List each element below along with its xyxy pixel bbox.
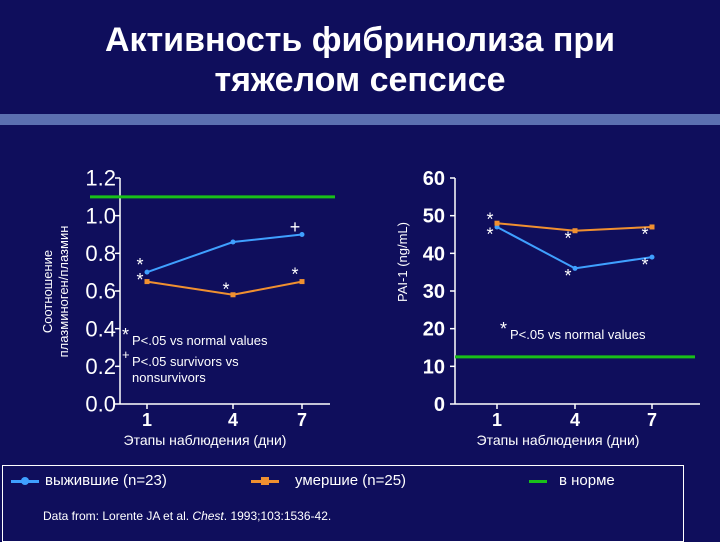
- chart1-note-plus: +: [122, 347, 130, 362]
- chart1-significance-mark: *: [136, 255, 143, 275]
- legend: выжившие (n=23) умершие (n=25) в норме D…: [2, 465, 684, 542]
- title-line-2: тяжелом сепсисе: [214, 61, 506, 99]
- source-suffix: . 1993;103:1536-42.: [223, 509, 332, 523]
- chart2-survivors-point: [572, 265, 578, 271]
- chart1-note-2-line2: nonsurvivors: [132, 370, 206, 385]
- chart1-y-tick-label: 0.8: [85, 241, 116, 266]
- title-separator: [0, 114, 720, 125]
- chart1-y-axis-label-line1: Соотношение: [40, 250, 55, 333]
- chart2-survivors-point: [494, 224, 500, 230]
- chart2-significance-mark: *: [486, 225, 493, 245]
- chart1-note-star: *: [122, 325, 129, 345]
- chart2-y-tick-label: 20: [423, 319, 445, 341]
- chart1-x-axis-label: Этапы наблюдения (дни): [124, 432, 287, 448]
- chart2-nonsurvivors-point: [649, 224, 655, 230]
- legend-nonsurvivors-line: [251, 476, 279, 485]
- chart2-y-tick-label: 50: [423, 206, 445, 228]
- title-line-1: Активность фибринолиза при: [104, 21, 616, 59]
- chart2-note-star: *: [500, 319, 507, 339]
- chart1-x-tick-label: 7: [297, 410, 307, 430]
- chart1-survivors-line: [146, 233, 303, 274]
- chart1-nonsurvivors-point: [144, 279, 150, 285]
- chart1-significance-mark: *: [222, 279, 229, 299]
- chart1-y-tick-label: 1.0: [85, 203, 116, 228]
- chart2-x-axis-label: Этапы наблюдения (дни): [477, 432, 640, 448]
- legend-survivors-line: [11, 476, 39, 485]
- chart2-y-tick-label: 60: [423, 168, 445, 190]
- chart1-nonsurvivors-point: [230, 292, 236, 298]
- chart1-y-tick-label: 0.0: [85, 392, 116, 417]
- legend-nonsurvivors-label: умершие (n=25): [295, 472, 407, 489]
- chart2-note-1: P<.05 vs normal values: [510, 327, 646, 342]
- chart2-significance-mark: *: [641, 225, 648, 245]
- legend-survivors-marker: [21, 476, 29, 485]
- source-journal: Chest: [192, 509, 224, 523]
- chart1-survivors-point: [230, 239, 236, 245]
- chart1-y-tick-label: 0.4: [85, 316, 116, 341]
- slide-title: Активность фибринолиза при тяжелом сепси…: [0, 20, 720, 100]
- chart1-x-tick-label: 4: [228, 410, 238, 430]
- chart2-survivors-point: [649, 254, 655, 260]
- chart2-y-axis-label: PAI-1 (ng/mL): [395, 222, 410, 302]
- chart2-nonsurvivors-point: [572, 228, 578, 234]
- chart2-y-tick-label: 40: [423, 243, 445, 265]
- chart2-y-tick-label: 10: [423, 356, 445, 378]
- chart1-y-tick-label: 0.6: [85, 279, 116, 304]
- chart2-significance-mark: *: [641, 255, 648, 275]
- legend-survivors-label: выжившие (n=23): [45, 472, 167, 489]
- chart2-y-tick-label: 30: [423, 281, 445, 303]
- legend-nonsurvivors-marker: [261, 476, 269, 485]
- legend-survivors: выжившие (n=23): [11, 472, 167, 489]
- source-citation: Data from: Lorente JA et al. Chest. 1993…: [43, 509, 331, 523]
- chart1-y-axis-label-line2: плазминоген/плазмин: [56, 226, 71, 358]
- chart2-significance-mark: *: [564, 266, 571, 286]
- chart1-y-tick-label: 1.2: [85, 166, 116, 191]
- chart1-significance-mark: +: [290, 217, 301, 237]
- chart1-nonsurvivors-point: [299, 279, 305, 285]
- legend-normal-label: в норме: [559, 472, 615, 489]
- chart1-note-1: P<.05 vs normal values: [132, 333, 268, 348]
- chart1-note-2-line1: P<.05 survivors vs: [132, 354, 239, 369]
- chart1-significance-mark: *: [291, 264, 298, 284]
- source-prefix: Data from: Lorente JA et al.: [43, 509, 193, 523]
- chart2-y-tick-label: 0: [434, 394, 445, 416]
- chart2-x-tick-label: 7: [647, 410, 657, 430]
- chart1-significance-mark: *: [136, 270, 143, 290]
- legend-normal-line: [529, 479, 547, 483]
- chart1-y-tick-label: 0.2: [85, 354, 116, 379]
- chart1-survivors-point: [144, 269, 150, 275]
- chart2-x-tick-label: 1: [492, 410, 502, 430]
- chart1-x-tick-label: 1: [142, 410, 152, 430]
- chart2-x-tick-label: 4: [570, 410, 580, 430]
- legend-normal: в норме: [529, 472, 615, 489]
- chart2-significance-mark: *: [486, 210, 493, 230]
- chart2-significance-mark: *: [564, 229, 571, 249]
- legend-nonsurvivors: умершие (n=25): [251, 472, 406, 489]
- chart2-nonsurvivors-point: [494, 220, 500, 226]
- chart1-survivors-point: [299, 232, 305, 237]
